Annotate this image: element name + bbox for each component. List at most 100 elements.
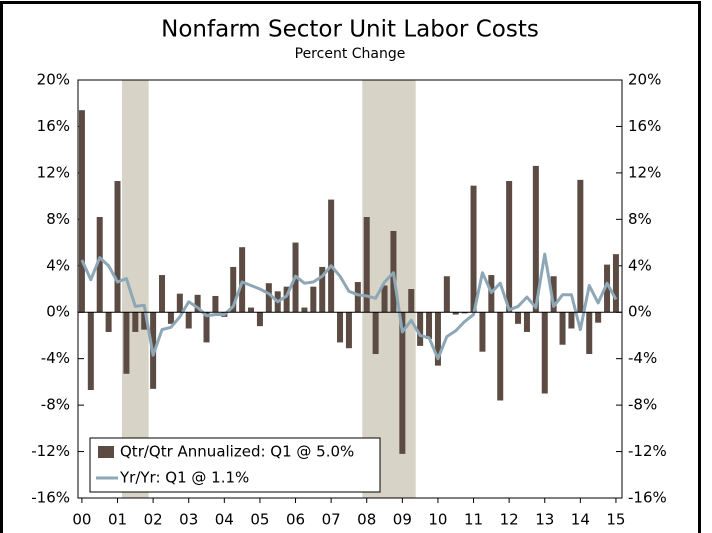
y2-tick-label: 20% xyxy=(628,71,661,89)
bar xyxy=(319,266,326,313)
y-tick-label: 8% xyxy=(46,210,70,228)
bar xyxy=(176,293,183,313)
bar xyxy=(194,294,201,313)
y2-tick-label: -4% xyxy=(628,349,657,367)
y2-tick-label: -12% xyxy=(628,442,667,460)
bar xyxy=(595,312,602,323)
bar xyxy=(328,199,335,313)
bar xyxy=(506,181,513,313)
y-tick-label: 0% xyxy=(46,303,70,321)
x-tick-label: 02 xyxy=(144,511,163,529)
bar xyxy=(87,312,94,391)
y2-tick-label: 0% xyxy=(628,303,652,321)
bar xyxy=(310,286,317,313)
legend-label: Qtr/Qtr Annualized: Q1 @ 5.0% xyxy=(120,443,354,461)
x-tick-label: 00 xyxy=(72,511,91,529)
x-tick-label: 11 xyxy=(464,511,483,529)
bar xyxy=(78,110,85,313)
bar xyxy=(345,312,352,349)
bar xyxy=(114,181,121,313)
bar xyxy=(479,312,486,352)
bar xyxy=(159,275,166,313)
y-tick-label: -4% xyxy=(41,349,70,367)
bar xyxy=(434,312,441,366)
bar xyxy=(105,312,112,332)
y-tick-label: 20% xyxy=(37,71,70,89)
x-tick-label: 14 xyxy=(571,511,590,529)
y-tick-label: -16% xyxy=(31,489,70,507)
bar xyxy=(452,312,459,315)
bar xyxy=(381,285,388,313)
x-tick-label: 09 xyxy=(393,511,412,529)
x-tick-label: 07 xyxy=(322,511,341,529)
legend-swatch xyxy=(98,446,114,458)
x-tick-label: 08 xyxy=(357,511,376,529)
bar xyxy=(265,283,272,313)
y2-tick-label: 4% xyxy=(628,256,652,274)
bar xyxy=(123,312,130,374)
bar xyxy=(230,266,237,313)
bar xyxy=(248,307,255,313)
y2-tick-label: 16% xyxy=(628,117,661,135)
bar xyxy=(239,247,246,313)
bar xyxy=(337,312,344,343)
bar xyxy=(372,312,379,355)
bar xyxy=(354,282,361,313)
bar xyxy=(559,312,566,345)
bar xyxy=(612,254,619,313)
bar xyxy=(604,264,611,313)
bar xyxy=(470,185,477,313)
bar xyxy=(141,312,148,330)
x-tick-label: 13 xyxy=(535,511,554,529)
legend-label: Yr/Yr: Q1 @ 1.1% xyxy=(119,469,249,487)
recession-shade xyxy=(362,80,416,498)
x-tick-label: 10 xyxy=(428,511,447,529)
y-tick-label: 4% xyxy=(46,256,70,274)
bar xyxy=(577,179,584,313)
bar xyxy=(167,312,174,324)
bar xyxy=(256,312,263,327)
bar xyxy=(550,276,557,313)
y2-tick-label: -8% xyxy=(628,396,657,414)
y2-tick-label: 8% xyxy=(628,210,652,228)
recession-shade xyxy=(121,80,149,498)
y2-tick-label: 12% xyxy=(628,163,661,181)
bar xyxy=(426,312,433,339)
bar xyxy=(132,312,139,332)
bar xyxy=(417,312,424,346)
x-tick-label: 03 xyxy=(179,511,198,529)
bar xyxy=(399,312,406,454)
bar xyxy=(283,286,290,313)
x-tick-label: 01 xyxy=(108,511,127,529)
x-tick-label: 05 xyxy=(250,511,269,529)
line xyxy=(80,252,618,361)
bar xyxy=(203,312,210,343)
y-tick-label: -12% xyxy=(31,442,70,460)
bar xyxy=(443,276,450,313)
bar xyxy=(515,312,522,324)
bar xyxy=(497,312,504,401)
bar xyxy=(523,312,530,332)
bar xyxy=(212,295,219,313)
y-tick-label: -8% xyxy=(41,396,70,414)
bar xyxy=(185,312,192,329)
bar xyxy=(532,165,539,313)
plot-border xyxy=(77,79,623,499)
y-tick-label: 12% xyxy=(37,163,70,181)
x-tick-label: 12 xyxy=(500,511,519,529)
y2-tick-label: -16% xyxy=(628,489,667,507)
chart-subtitle: Percent Change xyxy=(295,46,406,62)
bar xyxy=(408,289,415,313)
bar xyxy=(461,312,468,314)
x-tick-label: 06 xyxy=(286,511,305,529)
x-tick-label: 15 xyxy=(606,511,625,529)
bar xyxy=(541,312,548,394)
bar xyxy=(363,217,370,313)
y-tick-label: 16% xyxy=(37,117,70,135)
bar xyxy=(301,307,308,313)
legend-box xyxy=(89,437,381,493)
chart-title: Nonfarm Sector Unit Labor Costs xyxy=(161,17,539,43)
legend: Qtr/Qtr Annualized: Q1 @ 5.0% Yr/Yr: Q1 @… xyxy=(89,437,381,493)
bar xyxy=(96,217,103,313)
